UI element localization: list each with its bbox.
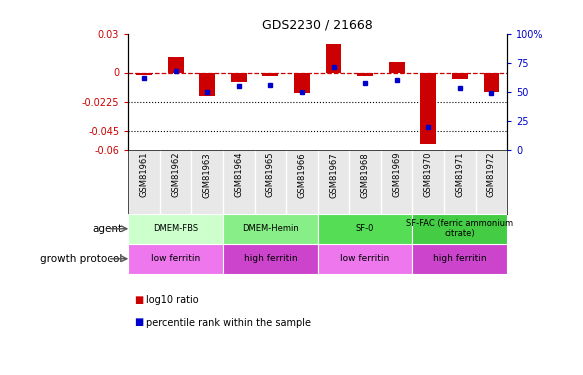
Text: SF-FAC (ferric ammonium
citrate): SF-FAC (ferric ammonium citrate) bbox=[406, 219, 514, 239]
Bar bbox=[483, 72, 499, 92]
Text: log10 ratio: log10 ratio bbox=[146, 295, 198, 305]
Text: growth protocol: growth protocol bbox=[40, 254, 122, 264]
Bar bbox=[318, 244, 413, 274]
Bar bbox=[231, 72, 247, 81]
Text: low ferritin: low ferritin bbox=[340, 254, 389, 263]
Bar bbox=[223, 244, 318, 274]
Text: GSM81972: GSM81972 bbox=[487, 152, 496, 197]
Text: GSM81964: GSM81964 bbox=[234, 152, 243, 197]
Bar bbox=[168, 57, 184, 72]
Text: GSM81967: GSM81967 bbox=[329, 152, 338, 198]
Bar bbox=[412, 214, 507, 244]
Text: GSM81963: GSM81963 bbox=[203, 152, 212, 198]
Text: GSM81965: GSM81965 bbox=[266, 152, 275, 197]
Text: GSM81962: GSM81962 bbox=[171, 152, 180, 197]
Bar bbox=[223, 214, 318, 244]
Text: ■: ■ bbox=[134, 295, 143, 305]
Text: DMEM-FBS: DMEM-FBS bbox=[153, 224, 198, 233]
Bar bbox=[199, 72, 215, 96]
Bar bbox=[420, 72, 436, 144]
Bar bbox=[128, 244, 223, 274]
Bar bbox=[326, 44, 342, 72]
Text: agent: agent bbox=[92, 224, 122, 234]
Bar bbox=[389, 62, 405, 72]
Text: SF-0: SF-0 bbox=[356, 224, 374, 233]
Text: high ferritin: high ferritin bbox=[433, 254, 487, 263]
Text: GSM81966: GSM81966 bbox=[297, 152, 307, 198]
Text: GSM81968: GSM81968 bbox=[361, 152, 370, 198]
Text: GSM81969: GSM81969 bbox=[392, 152, 401, 197]
Text: low ferritin: low ferritin bbox=[151, 254, 200, 263]
Text: GSM81970: GSM81970 bbox=[424, 152, 433, 197]
Text: high ferritin: high ferritin bbox=[244, 254, 297, 263]
Bar bbox=[452, 72, 468, 79]
Bar bbox=[136, 72, 152, 75]
Bar bbox=[318, 214, 413, 244]
Text: percentile rank within the sample: percentile rank within the sample bbox=[146, 318, 311, 327]
Bar bbox=[412, 244, 507, 274]
Bar bbox=[262, 72, 278, 76]
Bar bbox=[128, 214, 223, 244]
Text: DMEM-Hemin: DMEM-Hemin bbox=[242, 224, 298, 233]
Text: ■: ■ bbox=[134, 318, 143, 327]
Bar bbox=[357, 72, 373, 76]
Title: GDS2230 / 21668: GDS2230 / 21668 bbox=[262, 18, 373, 31]
Bar bbox=[294, 72, 310, 93]
Text: GSM81971: GSM81971 bbox=[455, 152, 464, 197]
Text: GSM81961: GSM81961 bbox=[139, 152, 149, 197]
